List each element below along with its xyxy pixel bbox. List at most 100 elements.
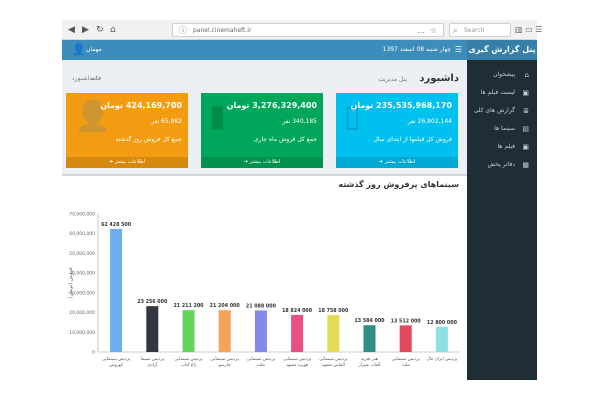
bookmark-star-icon[interactable]: ☆	[429, 26, 437, 35]
stat-amount: 424,169,700 تومان	[100, 101, 182, 110]
sidebar-item-label: گزارش های کلی	[473, 107, 515, 114]
bar-value-label: 23 256 000	[137, 299, 168, 305]
bar-value-label: 18 758 000	[318, 308, 349, 314]
report-icon: ≣	[523, 107, 529, 115]
sidebar-item-label: فیلم ها	[497, 143, 515, 150]
top-navbar: 👤 مهمان چهار شنبه 08 اسفند 1397 ☰	[62, 40, 467, 60]
reload-icon[interactable]: ↻	[96, 25, 104, 35]
home-icon[interactable]: ⌂	[110, 25, 116, 35]
more-info-label: اطلاعات بیشتر	[249, 159, 281, 165]
bar-value-label: 21 204 000	[210, 303, 241, 309]
chart-bar	[182, 310, 195, 352]
more-info-label: اطلاعات بیشتر	[114, 159, 146, 165]
url-bar[interactable]: ⓘ panel.cinemaheft.ir … ☆	[172, 23, 444, 37]
sidebar-item-label: دفاتر پخش	[487, 161, 515, 168]
sidebar-brand[interactable]: پنل گزارش گیری	[467, 40, 537, 60]
stat-count: 65,982 نفر	[151, 118, 182, 125]
breadcrumb-home[interactable]: خانه	[91, 75, 102, 82]
chart-bar	[146, 306, 159, 352]
sidebar-item-film-list[interactable]: لیست فیلم ها ▣	[467, 86, 537, 100]
user-name[interactable]: مهمان	[86, 46, 102, 53]
x-tick-label: آزادی	[147, 362, 158, 368]
more-info-link[interactable]: اطلاعات بیشتر ➜	[336, 157, 458, 168]
sidebar-item-films[interactable]: فیلم ها ▣	[467, 140, 537, 154]
x-tick-label: هنر تجربه	[361, 357, 379, 362]
stat-count: 340,185 نفر	[282, 118, 317, 125]
stat-amount: 3,276,329,400 تومان	[226, 101, 317, 110]
y-tick-label: 20,000,000	[69, 310, 95, 316]
home-icon: ⌂	[524, 71, 529, 79]
bar-chart-icon: ▮	[209, 99, 226, 134]
x-tick-label: چارسو	[218, 363, 231, 368]
browser-extensions-icon[interactable]: ▥ ▭ ☰	[515, 25, 543, 34]
chart-title: سینماهای پرفروش روز گذشته	[338, 180, 459, 189]
page-title: داشبورد	[419, 73, 459, 84]
y-tick-label: 60,000,000	[69, 231, 95, 237]
x-tick-label: پردیس سینمایی	[174, 357, 203, 362]
current-date: چهار شنبه 08 اسفند 1397	[382, 46, 451, 53]
forward-icon[interactable]: ▶	[82, 25, 89, 35]
y-axis-label: فروش (تومان)	[68, 267, 74, 299]
browser-toolbar: ◀ ▶ ↻ ⌂ ⓘ panel.cinemaheft.ir … ☆ ⌕ Sear…	[62, 20, 542, 40]
bar-chart: 0 10,000,000 20,000,000 30,000,000 40,000,00…	[68, 212, 460, 368]
bar-value-label: 18 824 000	[282, 308, 313, 314]
more-info-link[interactable]: اطلاعات بیشتر ➜	[201, 157, 323, 168]
y-tick-label: 30,000,000	[69, 290, 95, 296]
x-tick-label: آفتاب شیراز	[358, 362, 382, 368]
page-subtitle: پنل مدیریت	[378, 76, 407, 83]
stat-box-month-sales: ▮ 3,276,329,400 تومان 340,185 نفر جمع کل…	[201, 93, 323, 168]
sidebar: پنل گزارش گیری پیشخوان ⌂ لیست فیلم ها ▣ …	[467, 40, 537, 380]
x-tick-label: پردیس سینمایی	[247, 357, 276, 362]
sidebar-item-general-reports[interactable]: گزارش های کلی ≣	[467, 104, 537, 118]
more-info-link[interactable]: اطلاعات بیشتر ➜	[66, 157, 188, 168]
y-tick-label: 0	[92, 350, 95, 356]
x-tick-label: باغ کتاب	[181, 362, 196, 368]
chart-bar	[291, 314, 304, 352]
chart-bar	[327, 315, 340, 352]
search-placeholder: Search	[464, 27, 485, 34]
x-tick-label: الماس مشهد	[322, 363, 345, 368]
office-icon: ▦	[522, 161, 529, 169]
x-tick-label: پردیس سینمایی	[392, 357, 421, 362]
chart-bar	[110, 228, 123, 352]
shopping-bag-icon: ▯	[344, 99, 361, 134]
sidebar-item-label: لیست فیلم ها	[480, 89, 515, 96]
bar-value-label: 12 800 000	[427, 320, 458, 326]
x-tick-label: ملت	[402, 363, 410, 368]
x-tick-label: ملت	[257, 363, 265, 368]
bar-value-label: 21 211 200	[173, 303, 204, 309]
user-plus-icon: 👤	[74, 99, 112, 134]
url-text: panel.cinemaheft.ir	[193, 27, 252, 34]
chart-bar	[399, 325, 412, 352]
y-tick-label: 50,000,000	[69, 251, 95, 257]
x-tick-label: پردیس سینمایی	[102, 357, 131, 362]
sidebar-item-label: پیشخوان	[493, 71, 515, 78]
bar-value-label: 13 512 000	[391, 318, 422, 324]
menu-toggle-icon[interactable]: ☰	[454, 45, 462, 54]
x-tick-label: پردیس سینمایی	[319, 357, 348, 362]
back-icon[interactable]: ◀	[68, 25, 75, 35]
user-icon[interactable]: 👤	[72, 43, 86, 56]
x-tick-label: پردیس سینما	[141, 357, 165, 362]
browser-search-input[interactable]: ⌕ Search	[449, 23, 511, 37]
x-tick-label: کوروش	[109, 362, 124, 368]
y-tick-label: 10,000,000	[69, 330, 95, 336]
sidebar-item-distributors[interactable]: دفاتر پخش ▦	[467, 158, 537, 172]
chart-bar	[435, 326, 448, 352]
stat-amount: 235,535,968,170 تومان	[350, 101, 452, 110]
stat-description: فروش کل فیلمها از ابتدای سال	[373, 136, 452, 143]
more-icon[interactable]: …	[417, 26, 425, 35]
sidebar-item-label: سینما ها	[494, 125, 515, 132]
chart-bar	[254, 310, 267, 352]
main-content: داشبورد پنل مدیریت داشبورد خانه ▯ 235,53…	[62, 60, 467, 380]
sidebar-item-dashboard[interactable]: پیشخوان ⌂	[467, 68, 537, 82]
x-tick-label: پردیس سینمایی	[211, 357, 240, 362]
sidebar-item-cinemas[interactable]: سینما ها ▤	[467, 122, 537, 136]
x-tick-label: پردیس ایران مال	[427, 357, 459, 362]
bar-value-label: 21 088 000	[246, 303, 277, 309]
breadcrumb-current: داشبورد	[72, 75, 92, 82]
info-icon[interactable]: ⓘ	[179, 26, 187, 35]
y-tick-label: 40,000,000	[69, 271, 95, 277]
chart-bar	[218, 310, 231, 352]
x-tick-label: هویزه مشهد	[286, 363, 309, 368]
